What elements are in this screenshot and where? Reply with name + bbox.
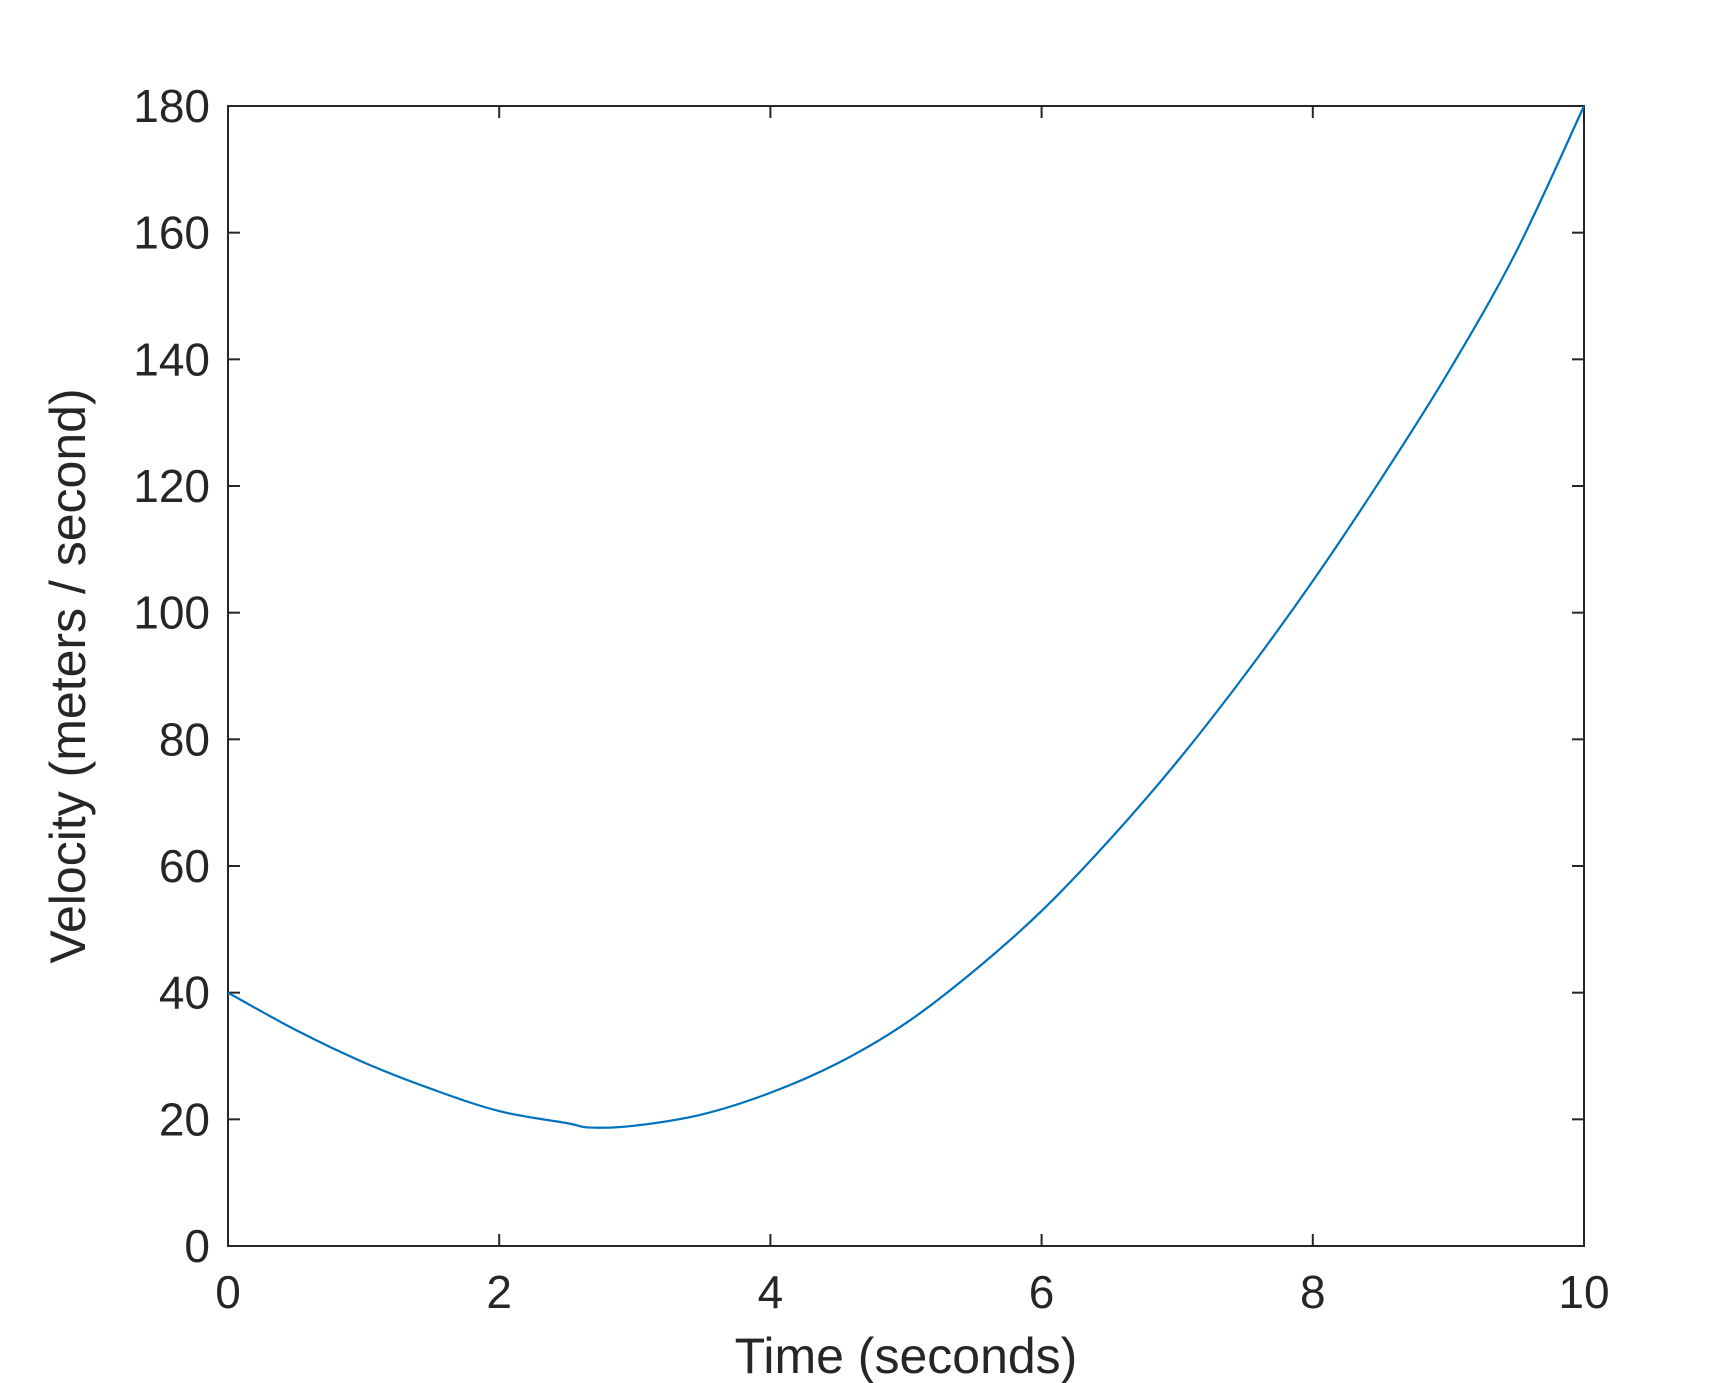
y-tick-label: 180	[133, 80, 210, 132]
y-tick-labels: 0 20 40 60 80 100 120 140 160 180	[133, 80, 210, 1272]
y-tick-label: 80	[159, 713, 210, 765]
x-tick-labels: 0 2 4 6 8 10	[215, 1266, 1609, 1318]
velocity-series-line	[227, 105, 1585, 1129]
x-axis-label: Time (seconds)	[735, 1328, 1078, 1383]
y-tick-label: 160	[133, 207, 210, 259]
y-tick-label: 100	[133, 587, 210, 639]
x-tick-label: 2	[486, 1266, 512, 1318]
x-tick-label: 0	[215, 1266, 241, 1318]
y-tick-label: 140	[133, 333, 210, 385]
x-tick-label: 4	[758, 1266, 784, 1318]
y-tick-label: 40	[159, 967, 210, 1019]
y-tick-label: 60	[159, 840, 210, 892]
y-tick-label: 20	[159, 1093, 210, 1145]
y-tick-label: 0	[184, 1220, 210, 1272]
x-tick-label: 6	[1029, 1266, 1055, 1318]
y-tick-label: 120	[133, 460, 210, 512]
axes-box	[227, 105, 1585, 1247]
x-tick-label: 8	[1300, 1266, 1326, 1318]
tick-marks	[227, 105, 1585, 1247]
x-tick-label: 10	[1558, 1266, 1609, 1318]
plot-area	[227, 105, 1585, 1247]
y-axis-label: Velocity (meters / second)	[40, 388, 96, 963]
